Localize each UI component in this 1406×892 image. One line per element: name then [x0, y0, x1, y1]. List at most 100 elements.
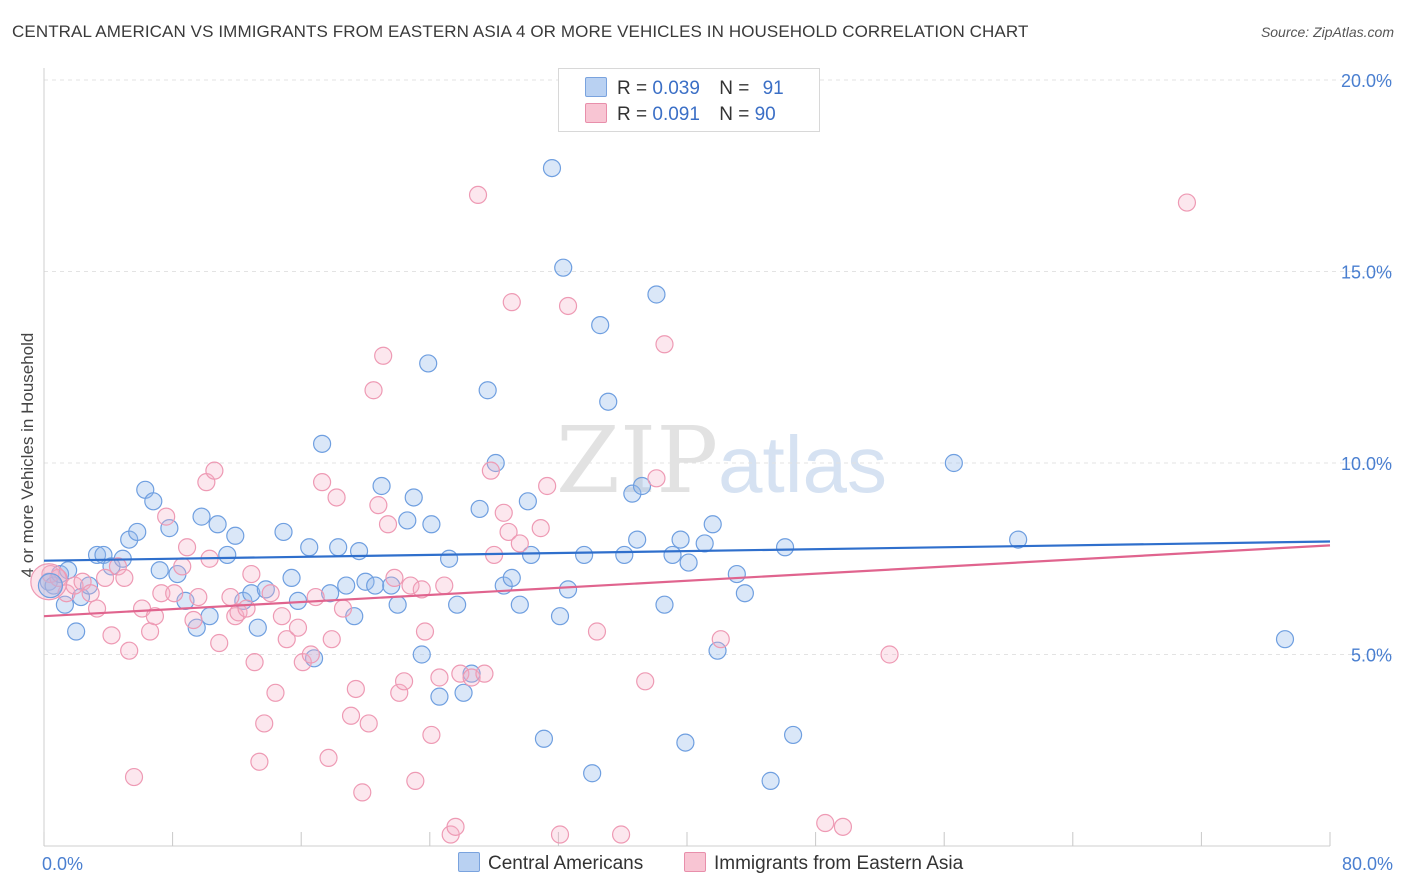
- point-eastern-asia: [401, 576, 420, 595]
- legend-r-label: R =: [617, 78, 648, 99]
- point-eastern-asia: [468, 185, 488, 204]
- watermark-atlas: atlas: [718, 420, 887, 509]
- legend-swatch-blue: [585, 77, 607, 97]
- point-central-american: [300, 538, 319, 557]
- legend-n-label: N =: [719, 104, 750, 125]
- point-eastern-asia: [369, 496, 388, 515]
- point-eastern-asia: [394, 672, 414, 691]
- point-central-american: [470, 499, 489, 519]
- point-eastern-asia: [415, 622, 435, 641]
- point-central-american: [944, 453, 963, 473]
- legend-swatch-blue: [458, 852, 480, 872]
- point-eastern-asia: [255, 714, 274, 733]
- x-tick-label: 80.0%: [1342, 854, 1393, 874]
- point-eastern-asia: [390, 683, 409, 702]
- chart-title: CENTRAL AMERICAN VS IMMIGRANTS FROM EAST…: [12, 22, 1029, 41]
- point-central-american: [412, 645, 431, 664]
- axes: [43, 68, 1331, 847]
- series-legend: Central Americans Immigrants from Easter…: [0, 852, 1406, 876]
- legend-r-value: 0.039: [652, 78, 700, 99]
- point-eastern-asia: [558, 296, 578, 316]
- point-eastern-asia: [237, 599, 256, 618]
- point-eastern-asia: [173, 557, 192, 576]
- trend-line-eastern-asia: [43, 544, 1331, 618]
- point-eastern-asia: [221, 587, 240, 607]
- watermark-zip: ZIP: [556, 407, 718, 514]
- point-central-american: [59, 561, 78, 580]
- point-eastern-asia: [412, 580, 431, 599]
- point-central-american: [599, 392, 618, 411]
- point-eastern-asia: [833, 817, 853, 836]
- point-eastern-asia: [145, 607, 165, 626]
- point-eastern-asia: [245, 653, 264, 672]
- point-eastern-asia: [475, 664, 494, 683]
- point-eastern-asia: [322, 630, 341, 649]
- point-central-american: [226, 526, 245, 545]
- point-central-american: [439, 549, 459, 568]
- point-eastern-asia: [272, 607, 292, 626]
- legend-row-eastern-asia: R = 0.091 N = 90: [585, 103, 776, 125]
- y-tick-label: 15.0%: [1341, 263, 1392, 283]
- point-central-american: [388, 595, 407, 614]
- point-central-american: [550, 607, 570, 626]
- point-eastern-asia: [120, 641, 139, 660]
- point-eastern-asia: [333, 599, 353, 618]
- point-central-american: [534, 729, 554, 748]
- point-central-american: [518, 492, 537, 511]
- point-central-american: [663, 545, 682, 565]
- point-eastern-asia: [341, 706, 361, 725]
- point-eastern-asia: [140, 622, 160, 641]
- y-tick-label: 5.0%: [1351, 646, 1392, 666]
- point-eastern-asia: [655, 335, 674, 354]
- point-eastern-asia: [124, 767, 144, 787]
- legend-r-value: 0.091: [652, 104, 700, 125]
- point-eastern-asia: [346, 679, 365, 699]
- legend-row-central-americans: R = 0.039 N = 91: [585, 77, 784, 99]
- point-eastern-asia: [359, 714, 378, 733]
- point-central-american: [583, 764, 602, 783]
- point-eastern-asia: [184, 610, 203, 630]
- point-eastern-asia: [364, 381, 383, 400]
- point-central-american: [761, 771, 780, 790]
- trend-lines: [43, 540, 1331, 618]
- point-eastern-asia: [152, 584, 171, 603]
- point-eastern-asia: [816, 813, 835, 833]
- legend-item-central-americans: Central Americans: [458, 852, 643, 875]
- point-eastern-asia: [587, 622, 607, 641]
- point-central-american: [372, 476, 391, 496]
- legend-n-value: 90: [754, 104, 776, 125]
- point-eastern-asia: [538, 476, 557, 496]
- scatter-points: [30, 158, 1295, 844]
- point-eastern-asia: [647, 469, 666, 488]
- point-eastern-asia: [531, 519, 550, 538]
- point-central-american: [783, 725, 803, 745]
- legend-swatch-pink: [585, 103, 607, 123]
- point-central-american: [282, 568, 301, 588]
- point-central-american: [150, 561, 169, 580]
- y-tick-label: 20.0%: [1341, 71, 1392, 91]
- point-central-american: [454, 683, 473, 702]
- point-eastern-asia: [353, 783, 372, 802]
- point-central-american: [558, 580, 578, 599]
- point-central-american: [615, 545, 634, 565]
- point-eastern-asia: [210, 633, 229, 653]
- point-central-american: [1009, 530, 1028, 549]
- stats-legend: R = 0.039 N = 91 R = 0.091 N = 90: [558, 68, 820, 132]
- point-central-american: [366, 576, 385, 595]
- point-eastern-asia: [374, 346, 393, 365]
- point-central-american: [404, 488, 423, 507]
- point-central-american: [274, 522, 293, 542]
- point-central-american: [200, 607, 219, 626]
- watermark: ZIP atlas: [556, 407, 887, 514]
- point-eastern-asia: [611, 825, 631, 844]
- point-eastern-asia: [378, 515, 398, 534]
- legend-swatch-pink: [684, 852, 706, 872]
- point-eastern-asia: [306, 587, 325, 607]
- point-central-american: [695, 534, 714, 553]
- point-central-american: [448, 595, 467, 614]
- y-tick-label: 10.0%: [1341, 454, 1392, 474]
- point-eastern-asia: [446, 817, 465, 836]
- point-eastern-asia: [189, 587, 208, 607]
- point-eastern-asia: [451, 664, 470, 683]
- point-eastern-asia: [242, 564, 261, 584]
